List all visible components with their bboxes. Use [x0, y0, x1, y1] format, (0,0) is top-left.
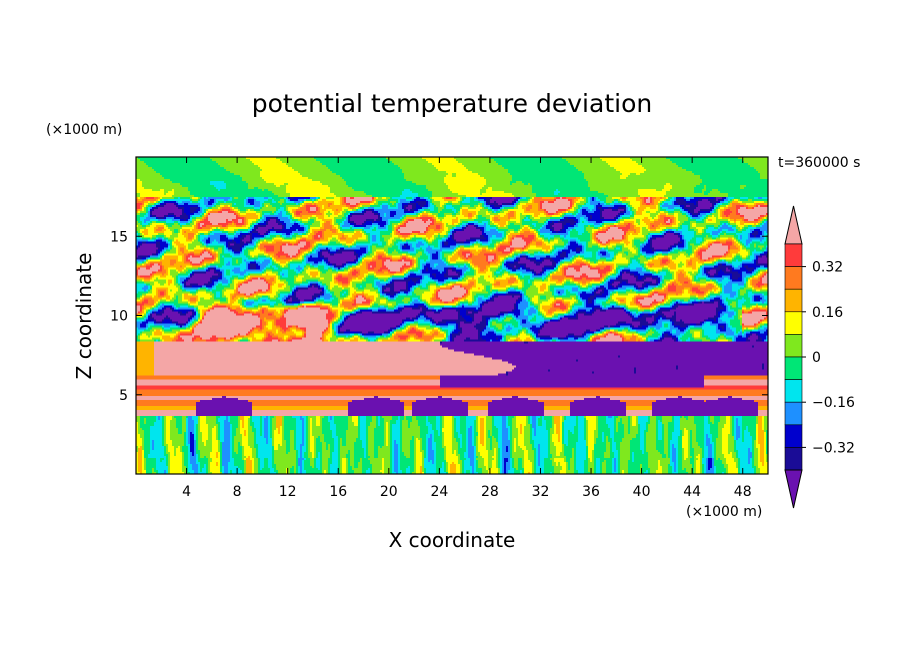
colorbar-band [784, 356, 803, 380]
x-tick-label: 36 [582, 484, 600, 500]
colorbar-band [784, 266, 803, 290]
chart-title: potential temperature deviation [252, 89, 652, 118]
x-tick-label: 20 [380, 484, 398, 500]
contour-field [136, 157, 768, 474]
y-tick-label: 5 [119, 388, 128, 404]
x-tick-label: 16 [329, 484, 347, 500]
y-tick-label: 10 [110, 309, 128, 325]
colorbar: 0.32 0.16 0 −0.16 −0.32 [784, 205, 855, 509]
colorbar-band [784, 424, 803, 448]
colorbar-band [784, 334, 803, 358]
x-tick-label: 28 [481, 484, 499, 500]
plot-area [135, 156, 769, 475]
colorbar-tick-label: −0.16 [812, 395, 855, 411]
x-unit-label: (×1000 m) [686, 504, 762, 520]
y-tick-label: 15 [110, 229, 128, 245]
colorbar-tick-label: −0.32 [812, 440, 855, 456]
x-axis-label: X coordinate [389, 528, 516, 552]
colorbar-top-arrow [784, 205, 803, 245]
x-axis: 4 8 12 16 20 24 28 32 36 40 44 48 [182, 157, 752, 500]
x-tick-label: 12 [279, 484, 297, 500]
colorbar-tick-label: 0 [812, 350, 821, 366]
colorbar-bottom-arrow [784, 469, 803, 509]
x-tick-label: 8 [233, 484, 242, 500]
colorbar-band [784, 311, 803, 335]
y-unit-label: (×1000 m) [46, 122, 122, 138]
y-axis: 5 10 15 [110, 229, 768, 404]
colorbar-band [784, 447, 803, 471]
colorbar-band [784, 243, 803, 267]
colorbar-tick-label: 0.16 [812, 305, 843, 321]
x-tick-label: 32 [532, 484, 550, 500]
x-tick-label: 48 [734, 484, 752, 500]
y-axis-label: Z coordinate [72, 253, 96, 380]
x-tick-label: 4 [182, 484, 191, 500]
colorbar-tick-label: 0.32 [812, 260, 843, 276]
colorbar-band [784, 379, 803, 403]
colorbar-band [784, 288, 803, 313]
x-tick-label: 44 [683, 484, 701, 500]
x-tick-label: 24 [430, 484, 448, 500]
colorbar-band [784, 401, 803, 426]
x-tick-label: 40 [633, 484, 651, 500]
time-label: t=360000 s [778, 155, 860, 171]
